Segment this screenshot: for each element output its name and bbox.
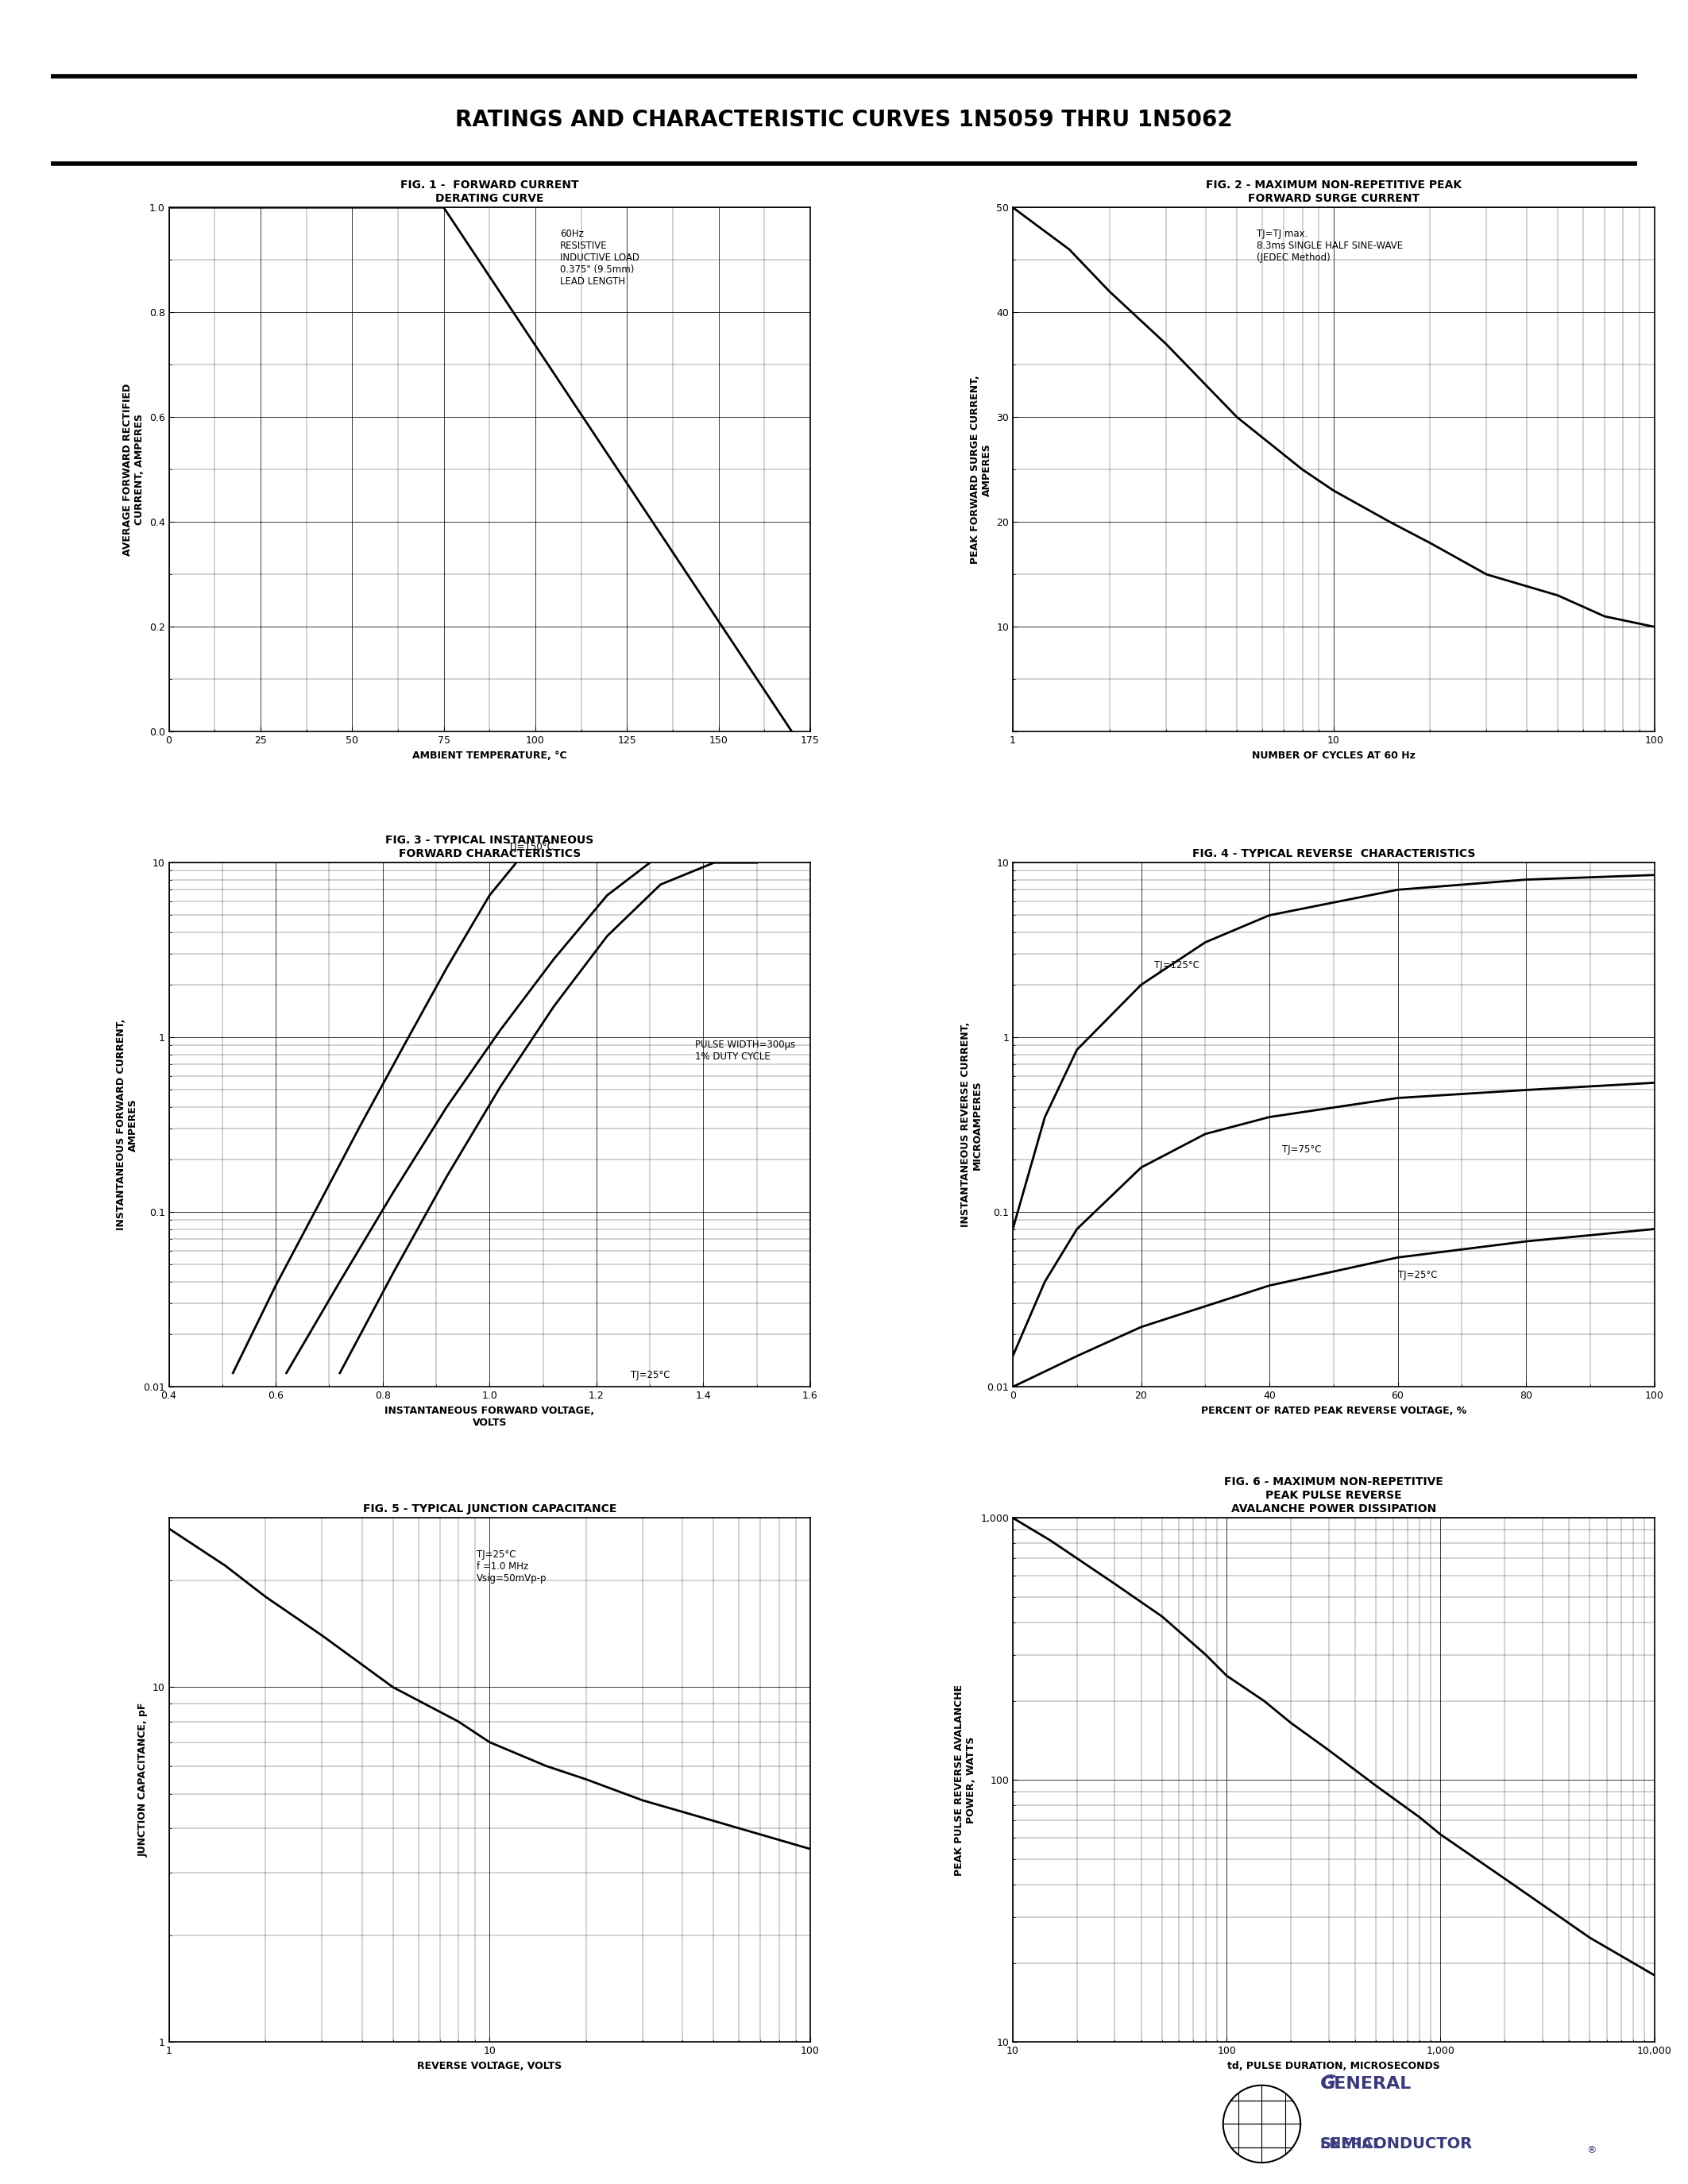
- X-axis label: INSTANTANEOUS FORWARD VOLTAGE,
VOLTS: INSTANTANEOUS FORWARD VOLTAGE, VOLTS: [385, 1406, 594, 1428]
- X-axis label: PERCENT OF RATED PEAK REVERSE VOLTAGE, %: PERCENT OF RATED PEAK REVERSE VOLTAGE, %: [1200, 1406, 1467, 1415]
- Y-axis label: PEAK FORWARD SURGE CURRENT,
AMPERES: PEAK FORWARD SURGE CURRENT, AMPERES: [969, 376, 993, 563]
- X-axis label: AMBIENT TEMPERATURE, °C: AMBIENT TEMPERATURE, °C: [412, 751, 567, 760]
- Text: TJ=25°C: TJ=25°C: [631, 1369, 670, 1380]
- Text: GENERAL: GENERAL: [1320, 2077, 1411, 2092]
- Text: TJ=125°C: TJ=125°C: [1155, 961, 1198, 970]
- Text: G: G: [1320, 2073, 1335, 2092]
- Title: FIG. 4 - TYPICAL REVERSE  CHARACTERISTICS: FIG. 4 - TYPICAL REVERSE CHARACTERISTICS: [1192, 847, 1475, 860]
- Text: RATINGS AND CHARACTERISTIC CURVES 1N5059 THRU 1N5062: RATINGS AND CHARACTERISTIC CURVES 1N5059…: [456, 109, 1232, 131]
- Y-axis label: JUNCTION CAPACITANCE, pF: JUNCTION CAPACITANCE, pF: [138, 1704, 149, 1856]
- Text: ENERAL: ENERAL: [1320, 2136, 1382, 2151]
- Text: TJ=TJ max.
8.3ms SINGLE HALF SINE-WAVE
(JEDEC Method): TJ=TJ max. 8.3ms SINGLE HALF SINE-WAVE (…: [1256, 229, 1403, 262]
- Text: TJ=25°C: TJ=25°C: [1398, 1271, 1436, 1280]
- Text: ®: ®: [1587, 2145, 1597, 2156]
- Title: FIG. 2 - MAXIMUM NON-REPETITIVE PEAK
FORWARD SURGE CURRENT: FIG. 2 - MAXIMUM NON-REPETITIVE PEAK FOR…: [1205, 179, 1462, 205]
- Text: TJ=75°C: TJ=75°C: [1283, 1144, 1322, 1155]
- Text: 60Hz
RESISTIVE
INDUCTIVE LOAD
0.375" (9.5mm)
LEAD LENGTH: 60Hz RESISTIVE INDUCTIVE LOAD 0.375" (9.…: [560, 229, 640, 286]
- Title: FIG. 1 -  FORWARD CURRENT
DERATING CURVE: FIG. 1 - FORWARD CURRENT DERATING CURVE: [400, 179, 579, 205]
- Y-axis label: INSTANTANEOUS REVERSE CURRENT,
MICROAMPERES: INSTANTANEOUS REVERSE CURRENT, MICROAMPE…: [960, 1022, 982, 1227]
- Text: TJ=150°C: TJ=150°C: [508, 841, 554, 852]
- X-axis label: NUMBER OF CYCLES AT 60 Hz: NUMBER OF CYCLES AT 60 Hz: [1252, 751, 1415, 760]
- Title: FIG. 5 - TYPICAL JUNCTION CAPACITANCE: FIG. 5 - TYPICAL JUNCTION CAPACITANCE: [363, 1503, 616, 1516]
- Title: FIG. 6 - MAXIMUM NON-REPETITIVE
PEAK PULSE REVERSE
AVALANCHE POWER DISSIPATION: FIG. 6 - MAXIMUM NON-REPETITIVE PEAK PUL…: [1224, 1476, 1443, 1516]
- Text: SEMICONDUCTOR: SEMICONDUCTOR: [1320, 2136, 1472, 2151]
- Title: FIG. 3 - TYPICAL INSTANTANEOUS
FORWARD CHARACTERISTICS: FIG. 3 - TYPICAL INSTANTANEOUS FORWARD C…: [385, 834, 594, 860]
- Text: PULSE WIDTH=300μs
1% DUTY CYCLE: PULSE WIDTH=300μs 1% DUTY CYCLE: [695, 1040, 795, 1061]
- Y-axis label: AVERAGE FORWARD RECTIFIED
CURRENT, AMPERES: AVERAGE FORWARD RECTIFIED CURRENT, AMPER…: [123, 384, 145, 557]
- Y-axis label: PEAK PULSE REVERSE AVALANCHE
POWER, WATTS: PEAK PULSE REVERSE AVALANCHE POWER, WATT…: [954, 1684, 976, 1876]
- Text: TJ=25°C
f =1.0 MHz
Vsig=50mVp-p: TJ=25°C f =1.0 MHz Vsig=50mVp-p: [476, 1548, 547, 1583]
- Y-axis label: INSTANTANEOUS FORWARD CURRENT,
AMPERES: INSTANTANEOUS FORWARD CURRENT, AMPERES: [116, 1020, 138, 1230]
- X-axis label: REVERSE VOLTAGE, VOLTS: REVERSE VOLTAGE, VOLTS: [417, 2062, 562, 2070]
- X-axis label: td, PULSE DURATION, MICROSECONDS: td, PULSE DURATION, MICROSECONDS: [1227, 2062, 1440, 2070]
